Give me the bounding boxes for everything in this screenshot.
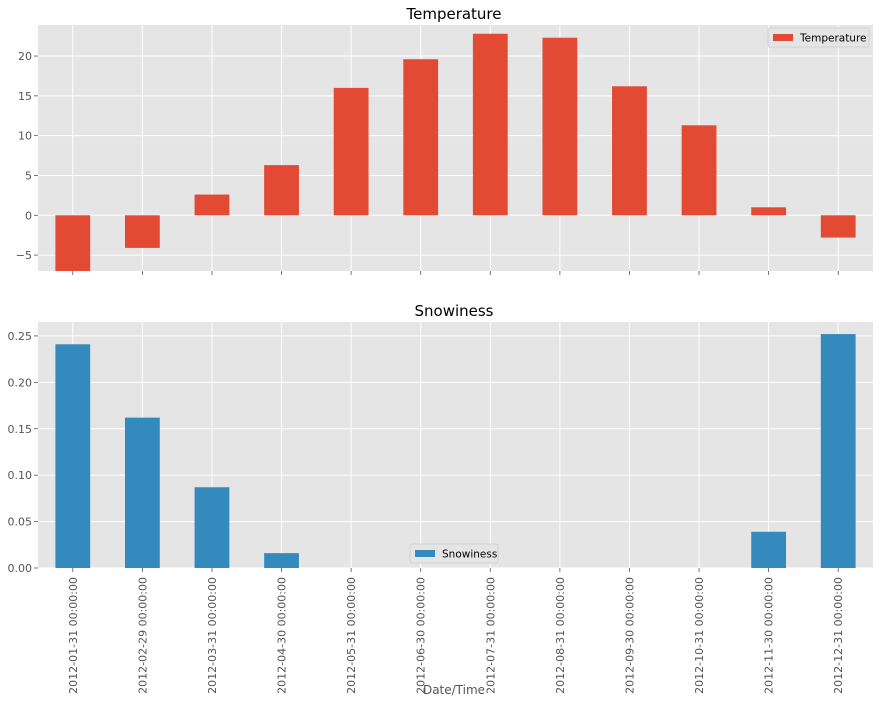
snowiness-y-tick-label: 0.10	[8, 469, 33, 482]
snowiness-legend-label: Snowiness	[442, 549, 497, 561]
temperature-y-tick-label: 5	[25, 169, 32, 182]
temperature-bar-5	[333, 87, 369, 216]
temperature-y-tick-label: −5	[16, 249, 32, 262]
snowiness-bar-3	[194, 487, 230, 568]
temperature-plot-area	[38, 25, 873, 271]
snowiness-x-tick-label: 2012-11-30 00:00:00	[763, 577, 776, 694]
temperature-y-tick-label: 20	[18, 50, 32, 63]
temperature-bar-7	[472, 33, 508, 216]
snowiness-title: Snowiness	[414, 302, 493, 320]
temperature-bar-11	[751, 207, 787, 216]
snowiness-y-tick-label: 0.05	[8, 516, 33, 529]
snowiness-plot-area	[38, 322, 873, 568]
temperature-bar-9	[612, 86, 647, 216]
snowiness-bar-4	[264, 553, 299, 568]
snowiness-x-tick-label: 2012-07-31 00:00:00	[484, 577, 497, 694]
snowiness-x-tick-label: 2012-04-30 00:00:00	[276, 577, 289, 694]
snowiness-bar-11	[751, 531, 787, 568]
snowiness-legend-box	[409, 543, 499, 564]
temperature-y-tick-label: 15	[18, 90, 32, 103]
temperature-y-tick-label: 0	[25, 209, 32, 222]
temperature-legend-swatch	[773, 34, 793, 41]
snowiness-y-tick-label: 0.15	[8, 423, 33, 436]
temperature-bars	[55, 33, 856, 271]
snowiness-bar-2	[124, 417, 160, 568]
snowiness-x-tick-label: 2012-09-30 00:00:00	[623, 577, 636, 694]
snowiness-x-tick-label: 2012-06-30 00:00:00	[415, 577, 428, 694]
x-axis-label: Date/Time	[423, 683, 485, 697]
snowiness-x-tick-label: 2012-08-31 00:00:00	[554, 577, 567, 694]
snowiness-y-tick-label: 0.25	[8, 330, 33, 343]
temperature-panel: Temperature −5 0 5 10 15 20 Temperature	[16, 5, 873, 275]
snowiness-x-tick-label: 2012-03-31 00:00:00	[206, 577, 219, 694]
temperature-legend-label: Temperature	[799, 33, 867, 45]
snowiness-legend: Snowiness	[409, 543, 499, 564]
snowiness-x-tick-label: 2012-12-31 00:00:00	[832, 577, 845, 694]
temperature-title: Temperature	[405, 5, 501, 23]
snowiness-x-tick-label: 2012-10-31 00:00:00	[693, 577, 706, 694]
snowiness-y-tick-label: 0.00	[8, 562, 33, 575]
snowiness-legend-swatch	[415, 550, 435, 557]
temperature-bar-8	[542, 37, 578, 216]
snowiness-y-tick-label: 0.20	[8, 376, 33, 389]
snowiness-bars	[55, 334, 856, 568]
snowiness-x-tick-label: 2012-01-31 00:00:00	[67, 577, 80, 694]
temperature-bar-2	[124, 215, 160, 248]
snowiness-bar-1	[55, 344, 91, 568]
temperature-bar-6	[403, 59, 439, 216]
temperature-bar-1	[55, 215, 91, 271]
temperature-y-tick-label: 10	[18, 130, 32, 143]
snowiness-x-tick-label: 2012-02-29 00:00:00	[136, 577, 149, 694]
temperature-bar-3	[194, 194, 230, 216]
snowiness-panel: Snowiness 0.00 0.05 0.10 0.15 0.20 0.25 2012-0…	[8, 302, 873, 694]
temperature-legend-box	[767, 27, 870, 48]
temperature-bar-4	[264, 165, 299, 216]
snowiness-bar-12	[820, 334, 856, 568]
temperature-bar-12	[820, 215, 856, 238]
temperature-legend: Temperature	[767, 27, 870, 48]
snowiness-x-tick-label: 2012-05-31 00:00:00	[345, 577, 358, 694]
temperature-bar-10	[681, 125, 717, 216]
